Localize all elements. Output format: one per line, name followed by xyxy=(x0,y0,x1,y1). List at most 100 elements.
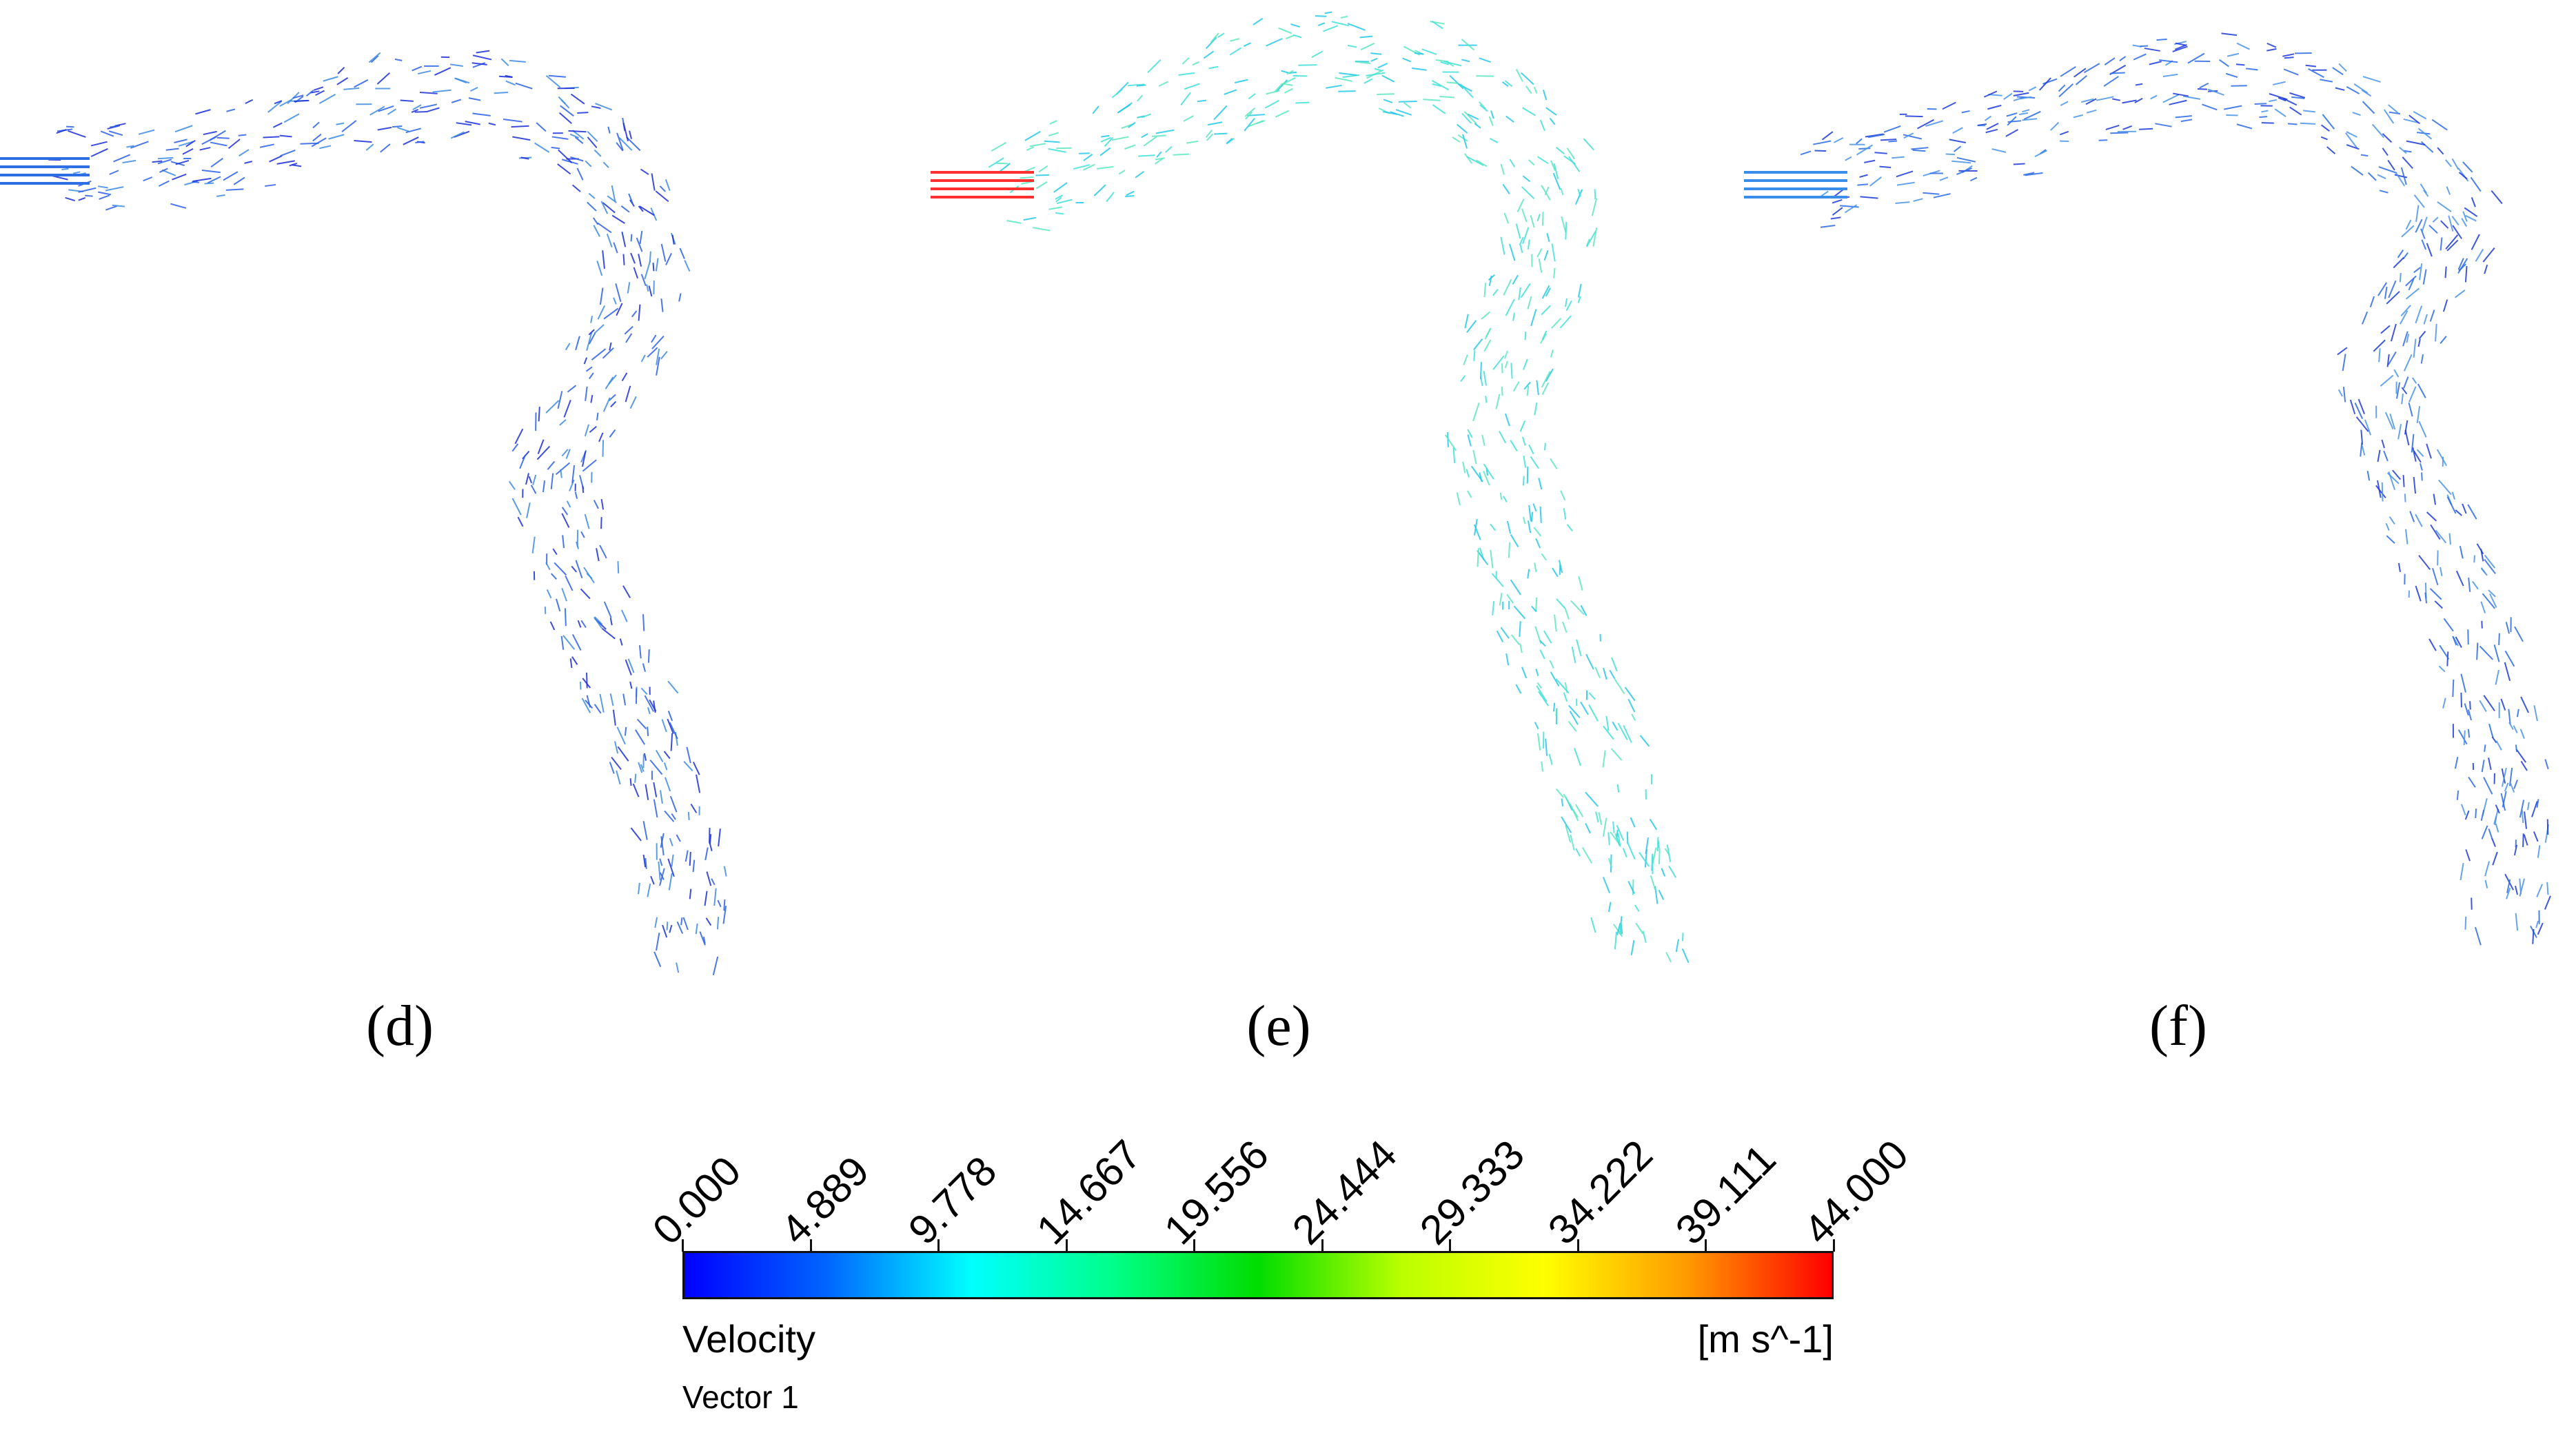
colorbar-tick-mark xyxy=(1321,1239,1324,1252)
velocity-vector xyxy=(157,156,174,160)
velocity-vector xyxy=(642,663,647,672)
velocity-vector xyxy=(2389,413,2396,430)
velocity-vector xyxy=(560,105,574,117)
velocity-vector xyxy=(227,139,241,150)
velocity-vector xyxy=(1602,877,1611,894)
velocity-vector xyxy=(1230,38,1239,42)
velocity-vector xyxy=(2416,449,2424,457)
velocity-vector xyxy=(1515,69,1523,82)
velocity-vector xyxy=(517,516,524,527)
velocity-vector xyxy=(1467,434,1472,447)
velocity-vector xyxy=(594,704,602,714)
velocity-vector xyxy=(565,449,571,460)
velocity-vector xyxy=(1519,621,1521,638)
velocity-vector xyxy=(1055,194,1064,200)
velocity-vector xyxy=(2104,57,2116,65)
velocity-vector xyxy=(706,871,712,886)
velocity-vector xyxy=(2218,59,2229,68)
velocity-vector xyxy=(567,385,577,393)
velocity-vector xyxy=(1860,196,1878,199)
velocity-vector xyxy=(670,733,673,751)
velocity-vector xyxy=(2465,214,2477,222)
velocity-vector xyxy=(651,173,656,191)
velocity-vector xyxy=(667,680,679,694)
velocity-vector xyxy=(557,391,563,409)
velocity-vector xyxy=(649,251,651,263)
velocity-vector xyxy=(1577,296,1581,303)
velocity-vector xyxy=(2362,76,2381,83)
velocity-vector xyxy=(2169,99,2187,105)
velocity-vector xyxy=(2484,558,2496,574)
velocity-vector xyxy=(1563,692,1568,702)
velocity-vector xyxy=(1024,130,1041,141)
velocity-vector xyxy=(1335,77,1352,82)
velocity-vector xyxy=(635,729,646,745)
velocity-vector xyxy=(1537,214,1541,222)
velocity-vector xyxy=(1658,889,1665,900)
velocity-vector xyxy=(2380,374,2394,387)
velocity-vector xyxy=(2103,76,2119,87)
velocity-vector xyxy=(1515,223,1521,239)
velocity-vector xyxy=(2308,68,2324,79)
velocity-vector xyxy=(1370,52,1382,55)
velocity-vector xyxy=(2418,555,2431,570)
velocity-vector xyxy=(1248,93,1256,100)
velocity-vector xyxy=(2488,757,2492,771)
velocity-vector xyxy=(1463,354,1468,366)
velocity-vector xyxy=(2488,828,2494,841)
velocity-vector xyxy=(1515,684,1522,694)
velocity-vector xyxy=(2377,480,2382,498)
velocity-vector xyxy=(690,803,698,813)
velocity-vector xyxy=(1252,17,1264,26)
velocity-vector xyxy=(629,681,633,689)
velocity-vector xyxy=(2378,166,2397,174)
velocity-vector xyxy=(2006,112,2018,117)
velocity-vector xyxy=(566,500,571,508)
velocity-vector xyxy=(2480,809,2485,822)
velocity-vector xyxy=(207,176,221,184)
velocity-vector xyxy=(272,122,283,128)
velocity-vector xyxy=(2261,110,2269,113)
velocity-vector xyxy=(1472,402,1480,422)
velocity-vector xyxy=(1545,368,1554,382)
velocity-vector xyxy=(722,906,727,924)
velocity-vector xyxy=(2300,122,2316,125)
velocity-vector xyxy=(1530,215,1535,228)
velocity-vector xyxy=(659,790,663,804)
velocity-vector xyxy=(434,67,452,76)
velocity-vector xyxy=(1858,147,1871,150)
velocity-vector xyxy=(1533,527,1542,537)
velocity-vector xyxy=(2537,922,2544,935)
velocity-vector xyxy=(620,609,628,622)
velocity-vector xyxy=(671,813,676,820)
velocity-vector xyxy=(1859,174,1868,178)
velocity-vector xyxy=(576,541,580,549)
velocity-vector xyxy=(571,465,576,483)
velocity-vector xyxy=(1398,101,1417,103)
velocity-vector xyxy=(588,192,596,199)
velocity-vector xyxy=(1491,573,1504,587)
velocity-vector xyxy=(1895,201,1910,204)
velocity-vector xyxy=(1951,160,1971,164)
velocity-vector xyxy=(2413,267,2422,274)
velocity-vector xyxy=(2516,709,2519,718)
velocity-vector xyxy=(1956,167,1972,175)
velocity-vector xyxy=(1608,857,1613,868)
velocity-vector xyxy=(2448,215,2454,232)
velocity-vector xyxy=(456,122,472,126)
velocity-vector xyxy=(2467,504,2477,520)
velocity-vector xyxy=(204,182,214,185)
velocity-vector xyxy=(542,480,546,493)
velocity-vector xyxy=(550,473,554,489)
velocity-vector xyxy=(2050,121,2060,131)
velocity-vector xyxy=(1331,21,1350,27)
velocity-vector xyxy=(2445,234,2459,250)
velocity-vector xyxy=(2428,638,2437,651)
velocity-vector xyxy=(1617,722,1628,740)
velocity-vector xyxy=(2404,420,2408,435)
velocity-vector xyxy=(574,491,578,499)
velocity-vector xyxy=(1583,138,1595,151)
velocity-vector xyxy=(551,146,560,150)
velocity-vector xyxy=(1197,99,1207,103)
velocity-vector xyxy=(2235,63,2245,66)
